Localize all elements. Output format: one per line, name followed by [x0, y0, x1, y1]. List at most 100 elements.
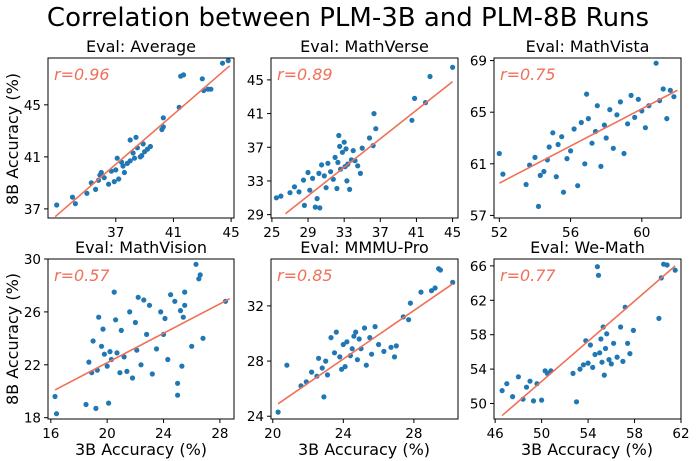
y-tick-label: 58 — [470, 328, 487, 344]
data-point — [603, 135, 609, 141]
data-point — [642, 125, 649, 131]
panel-title: Eval: Average — [86, 37, 196, 56]
y-tick-label: 62 — [470, 293, 487, 309]
data-point — [121, 354, 127, 360]
data-point — [158, 309, 164, 315]
data-point — [314, 196, 320, 202]
data-point — [606, 357, 612, 363]
data-point — [356, 336, 362, 342]
regression-line — [54, 65, 231, 218]
data-point — [113, 167, 119, 173]
x-tick-label: 45 — [223, 225, 240, 241]
data-point — [523, 181, 529, 188]
data-point — [621, 150, 627, 157]
plot-area — [273, 64, 456, 215]
data-point — [52, 393, 58, 400]
y-tick-label: 41 — [24, 150, 41, 166]
data-point — [630, 327, 637, 333]
data-point — [412, 95, 418, 101]
correlation-label: r=0.57 — [54, 266, 110, 285]
y-tick-label: 24 — [247, 409, 264, 425]
data-point — [114, 350, 120, 356]
data-point — [328, 169, 334, 175]
y-axis-label-bottom: 8B Accuracy (%) — [3, 273, 22, 405]
data-point — [72, 201, 78, 207]
data-point — [312, 204, 318, 210]
y-tick-label: 61 — [470, 157, 487, 173]
data-point — [199, 76, 205, 82]
x-tick-label: 29 — [299, 225, 316, 241]
data-point — [111, 179, 117, 185]
data-point — [100, 326, 106, 332]
data-point — [117, 370, 123, 376]
data-point — [341, 139, 347, 145]
data-point — [611, 340, 617, 346]
data-point — [127, 309, 133, 315]
data-point — [627, 351, 633, 357]
correlation-label: r=0.77 — [500, 266, 556, 285]
data-point — [589, 140, 595, 146]
data-point — [328, 335, 334, 341]
data-point — [141, 297, 147, 303]
panel-1: Eval: Average 37 41 45 37 41 45 r=0.96 — [24, 37, 240, 241]
data-point — [98, 343, 105, 349]
data-point — [335, 159, 341, 165]
plot-area — [52, 261, 231, 417]
data-point — [321, 173, 327, 179]
data-point — [617, 99, 624, 105]
data-point — [160, 124, 166, 130]
data-point — [568, 148, 574, 154]
data-point — [555, 141, 561, 148]
data-point — [121, 169, 127, 176]
y-tick-label: 28 — [247, 354, 264, 370]
data-point — [316, 355, 322, 361]
data-point — [90, 338, 96, 344]
data-point — [625, 121, 631, 127]
data-point — [147, 143, 153, 150]
data-point — [595, 272, 602, 278]
plot-area — [499, 261, 678, 417]
data-point — [316, 170, 322, 176]
data-point — [406, 317, 412, 323]
axes-frame — [493, 57, 682, 219]
data-point — [409, 117, 415, 123]
data-point — [106, 400, 112, 406]
data-point — [275, 409, 281, 415]
data-point — [162, 315, 168, 322]
data-point — [601, 122, 608, 128]
data-point — [584, 91, 590, 97]
data-point — [325, 160, 331, 166]
data-point — [153, 346, 160, 352]
data-point — [635, 96, 641, 102]
data-point — [504, 381, 510, 387]
plot-area — [496, 60, 678, 209]
panel-title: Eval: MathVision — [75, 238, 207, 257]
data-point — [532, 154, 538, 160]
data-point — [101, 351, 107, 357]
data-point — [133, 134, 139, 140]
data-point — [323, 358, 329, 364]
data-point — [590, 364, 596, 370]
data-point — [96, 314, 102, 320]
data-point — [351, 333, 357, 339]
plot-area — [275, 266, 456, 415]
data-point — [300, 177, 307, 183]
y-tick-label: 57 — [470, 208, 487, 224]
data-point — [165, 356, 171, 363]
y-tick-label: 66 — [470, 259, 487, 275]
data-point — [331, 350, 338, 356]
data-point — [349, 346, 355, 352]
data-point — [287, 190, 293, 196]
data-point — [149, 371, 155, 377]
data-point — [357, 170, 363, 176]
x-tick-label: 58 — [626, 426, 643, 442]
data-point — [342, 364, 348, 370]
x-axis-label-left: 3B Accuracy (%) — [75, 440, 207, 459]
data-point — [598, 336, 604, 342]
x-tick-label: 41 — [408, 225, 425, 241]
data-point — [437, 267, 443, 273]
x-tick-label: 16 — [42, 426, 59, 442]
panel-title: Eval: MathVista — [526, 37, 650, 56]
data-point — [284, 362, 290, 368]
data-point — [664, 262, 670, 268]
